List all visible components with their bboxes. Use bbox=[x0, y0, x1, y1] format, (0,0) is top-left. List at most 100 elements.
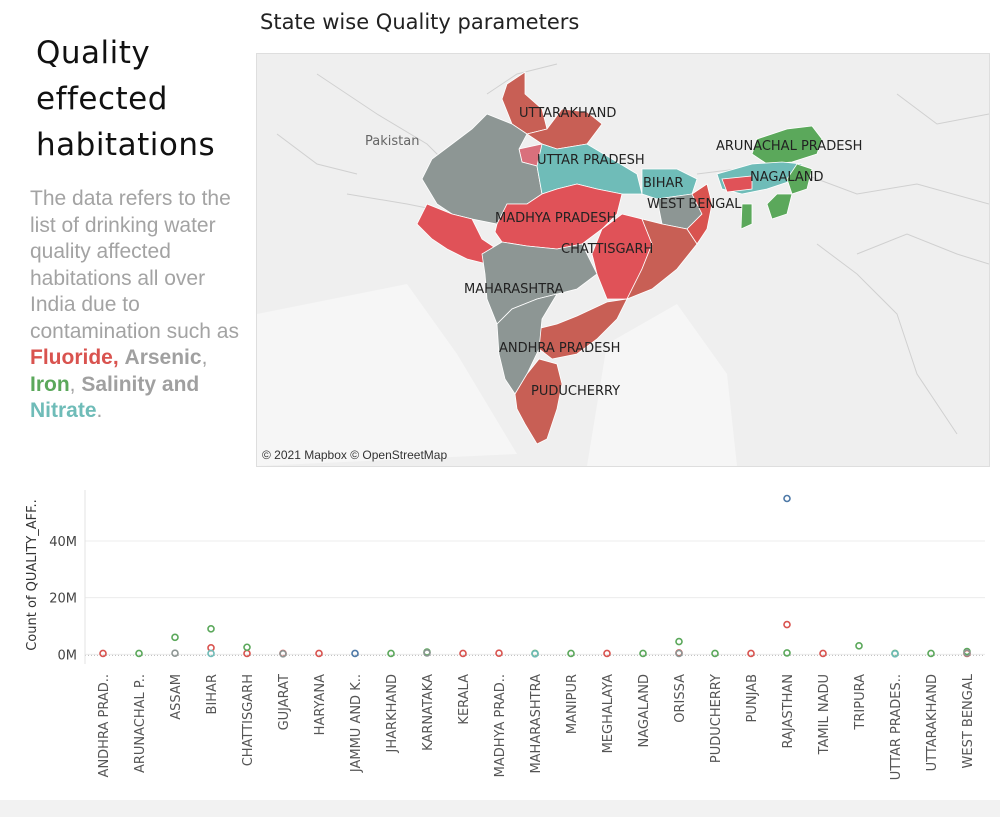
data-point[interactable] bbox=[639, 649, 647, 658]
data-point[interactable] bbox=[243, 643, 251, 652]
dashboard-title: Quality effected habitations bbox=[36, 30, 256, 168]
x-tick-label: ORISSA bbox=[673, 674, 688, 723]
data-point[interactable] bbox=[531, 649, 539, 658]
state-label-madhya-pradesh: MADHYA PRADESH bbox=[495, 211, 617, 226]
data-point[interactable] bbox=[315, 649, 323, 658]
legend-nitrate: Nitrate bbox=[30, 399, 97, 422]
country-label-pakistan: Pakistan bbox=[365, 134, 420, 149]
title-line: effected bbox=[36, 81, 168, 117]
data-point[interactable] bbox=[747, 649, 755, 658]
description-text: The data refers to the list of drinking … bbox=[30, 186, 240, 425]
state-label-uttar-pradesh: UTTAR PRADESH bbox=[537, 153, 645, 168]
y-tick-label: 40M bbox=[49, 535, 77, 550]
state-label-nagaland: NAGALAND bbox=[750, 170, 824, 185]
state-tripura[interactable] bbox=[740, 203, 753, 230]
x-tick-label: MAHARASHTRA bbox=[529, 674, 544, 774]
state-manipur[interactable] bbox=[766, 193, 793, 220]
legend-fluoride: Fluoride bbox=[30, 346, 113, 369]
data-point[interactable] bbox=[387, 649, 395, 658]
data-point[interactable] bbox=[351, 649, 359, 658]
x-tick-label: BIHAR bbox=[205, 674, 220, 714]
data-point[interactable] bbox=[783, 494, 791, 503]
data-point[interactable] bbox=[99, 649, 107, 658]
state-andhra-pradesh[interactable] bbox=[536, 298, 628, 360]
state-label-west-bengal: WEST BENGAL bbox=[647, 197, 742, 212]
x-tick-label: MEGHALAYA bbox=[601, 674, 616, 754]
data-point[interactable] bbox=[171, 649, 179, 657]
x-tick-label: JAMMU AND K.. bbox=[349, 674, 364, 773]
legend-iron: Iron bbox=[30, 372, 70, 396]
footer-bar bbox=[0, 800, 1000, 817]
state-nagaland[interactable] bbox=[786, 163, 813, 195]
x-tick-label: ASSAM bbox=[169, 674, 184, 720]
x-tick-label: TRIPURA bbox=[853, 674, 868, 731]
data-point[interactable] bbox=[567, 649, 575, 658]
x-tick-label: UTTARAKHAND bbox=[925, 674, 940, 771]
state-label-uttarakhand: UTTARAKHAND bbox=[519, 106, 617, 121]
state-karnataka[interactable] bbox=[496, 293, 558, 395]
legend-arsenic: Arsenic bbox=[124, 346, 202, 369]
data-point[interactable] bbox=[927, 649, 935, 658]
data-point[interactable] bbox=[207, 625, 215, 633]
x-tick-label: KARNATAKA bbox=[421, 674, 436, 751]
data-point[interactable] bbox=[459, 649, 467, 658]
data-point[interactable] bbox=[279, 649, 287, 658]
data-point[interactable] bbox=[675, 649, 683, 658]
y-tick-label: 20M bbox=[49, 592, 77, 607]
data-point[interactable] bbox=[135, 649, 143, 658]
data-point[interactable] bbox=[783, 649, 791, 657]
chart-canvas[interactable]: 0M 20M 40M Count of QUALITY_AFF.. ANDHRA PRA… bbox=[0, 478, 1000, 800]
y-tick-label: 0M bbox=[58, 648, 78, 663]
x-tick-label: JHARKHAND bbox=[385, 674, 400, 753]
x-tick-label: TAMIL NADU bbox=[817, 674, 832, 755]
data-point[interactable] bbox=[171, 633, 179, 642]
legend-comma: , bbox=[201, 346, 208, 369]
legend-comma: , bbox=[69, 372, 76, 396]
map-title: State wise Quality parameters bbox=[260, 10, 580, 34]
india-state-map[interactable]: Pakistan UTTARAKHAND UTTAR PRADESH ARUNA… bbox=[256, 53, 990, 467]
description-prefix: The data refers to the list of drinking … bbox=[30, 187, 239, 343]
map-attribution[interactable]: © 2021 Mapbox © OpenStreetMap bbox=[262, 448, 448, 462]
title-line: Quality bbox=[36, 35, 151, 71]
quality-scatter-chart[interactable]: 0M 20M 40M Count of QUALITY_AFF.. ANDHRA PRA… bbox=[0, 478, 1000, 800]
state-orissa[interactable] bbox=[626, 218, 698, 300]
y-axis-label: Count of QUALITY_AFF.. bbox=[25, 499, 40, 651]
map-canvas[interactable] bbox=[257, 54, 989, 466]
data-point[interactable] bbox=[711, 649, 719, 658]
x-tick-label: MADHYA PRAD.. bbox=[493, 674, 508, 777]
state-maharashtra[interactable] bbox=[481, 241, 598, 325]
x-tick-label: NAGALAND bbox=[637, 674, 652, 748]
x-tick-label: ARUNACHAL P.. bbox=[133, 674, 148, 773]
state-label-bihar: BIHAR bbox=[643, 176, 684, 191]
x-tick-label: CHATTISGARH bbox=[241, 674, 256, 766]
sea-area bbox=[257, 284, 517, 466]
state-tamil-nadu[interactable] bbox=[514, 358, 563, 445]
state-meghalaya[interactable] bbox=[721, 175, 753, 193]
state-label-arunachal-pradesh: ARUNACHAL PRADESH bbox=[716, 139, 863, 154]
state-west-bengal[interactable] bbox=[686, 183, 713, 245]
data-point[interactable] bbox=[819, 649, 827, 658]
x-tick-label: WEST BENGAL bbox=[961, 673, 976, 768]
state-label-puducherry: PUDUCHERRY bbox=[531, 384, 621, 399]
x-tick-label: KERALA bbox=[457, 674, 472, 725]
data-point[interactable] bbox=[495, 649, 503, 657]
state-label-chattisgarh: CHATTISGARH bbox=[561, 242, 654, 257]
x-tick-label: PUNJAB bbox=[745, 674, 760, 723]
data-point[interactable] bbox=[891, 649, 899, 658]
data-point[interactable] bbox=[963, 649, 971, 657]
state-label-andhra-pradesh: ANDHRA PRADESH bbox=[499, 341, 621, 356]
states[interactable] bbox=[416, 71, 823, 445]
x-tick-label: MANIPUR bbox=[565, 674, 580, 734]
data-point[interactable] bbox=[423, 649, 431, 657]
data-point[interactable] bbox=[783, 620, 791, 629]
legend-salinity: Salinity and bbox=[81, 372, 200, 396]
x-tick-label: HARYANA bbox=[313, 674, 328, 735]
x-tick-label: GUJARAT bbox=[277, 674, 292, 730]
data-point[interactable] bbox=[603, 649, 611, 658]
state-label-maharashtra: MAHARASHTRA bbox=[464, 282, 564, 297]
description-period: . bbox=[96, 399, 103, 422]
data-point[interactable] bbox=[675, 637, 683, 646]
data-point[interactable] bbox=[855, 642, 863, 650]
state-arunachal-pradesh[interactable] bbox=[751, 125, 823, 165]
data-point[interactable] bbox=[207, 649, 215, 658]
